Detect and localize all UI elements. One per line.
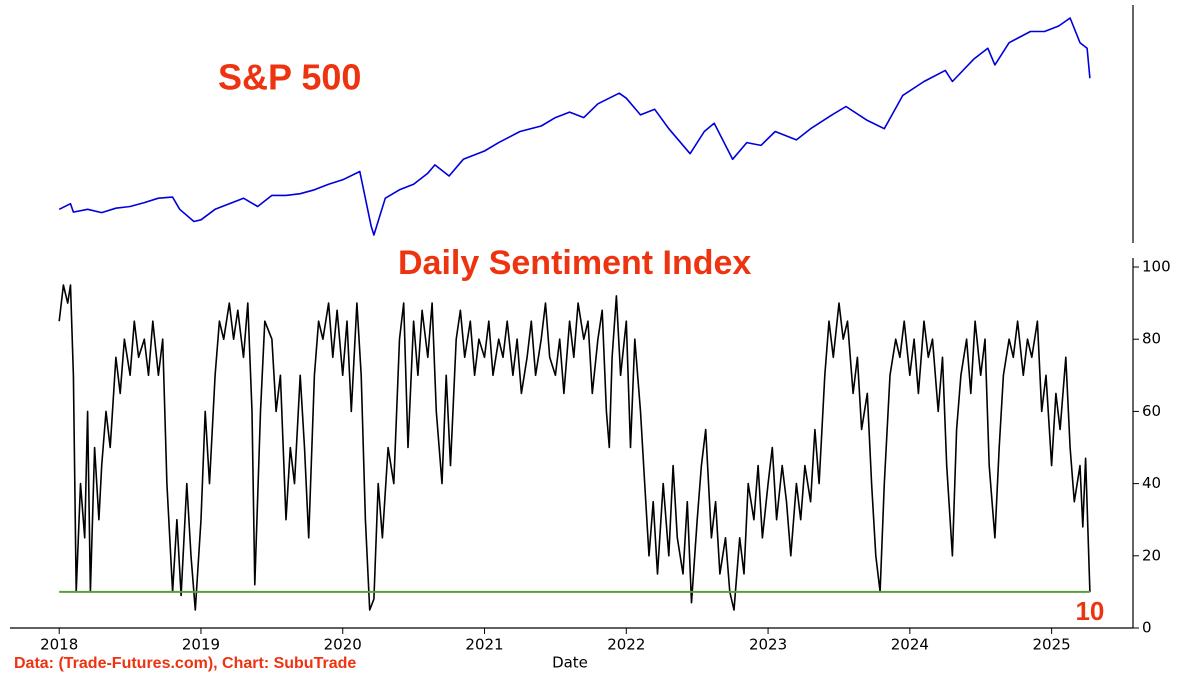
x-axis-label: Date — [552, 654, 588, 672]
data-line — [58, 284, 1091, 611]
y-tick-label: 0 — [1142, 619, 1152, 637]
y-tick-label: 20 — [1142, 546, 1161, 564]
y-tick-label: 80 — [1142, 330, 1161, 348]
x-tick-label: 2022 — [607, 636, 645, 654]
source-note: Data: (Trade-Futures.com), Chart: SubuTr… — [14, 655, 356, 672]
y-tick-label: 100 — [1142, 258, 1171, 276]
x-tick-label: 2018 — [40, 636, 78, 654]
x-tick-label: 2020 — [324, 636, 362, 654]
x-tick-label: 2019 — [182, 636, 220, 654]
data-line — [58, 17, 1091, 236]
reference-label: 10 — [1075, 596, 1104, 626]
x-tick-label: 2025 — [1033, 636, 1071, 654]
x-tick-label: 2024 — [891, 636, 929, 654]
x-tick-label: 2023 — [749, 636, 787, 654]
chart-title: Daily Sentiment Index — [398, 244, 751, 282]
chart-title: S&P 500 — [218, 57, 361, 98]
x-tick-label: 2021 — [465, 636, 503, 654]
y-tick-label: 60 — [1142, 402, 1161, 420]
y-tick-label: 40 — [1142, 474, 1161, 492]
